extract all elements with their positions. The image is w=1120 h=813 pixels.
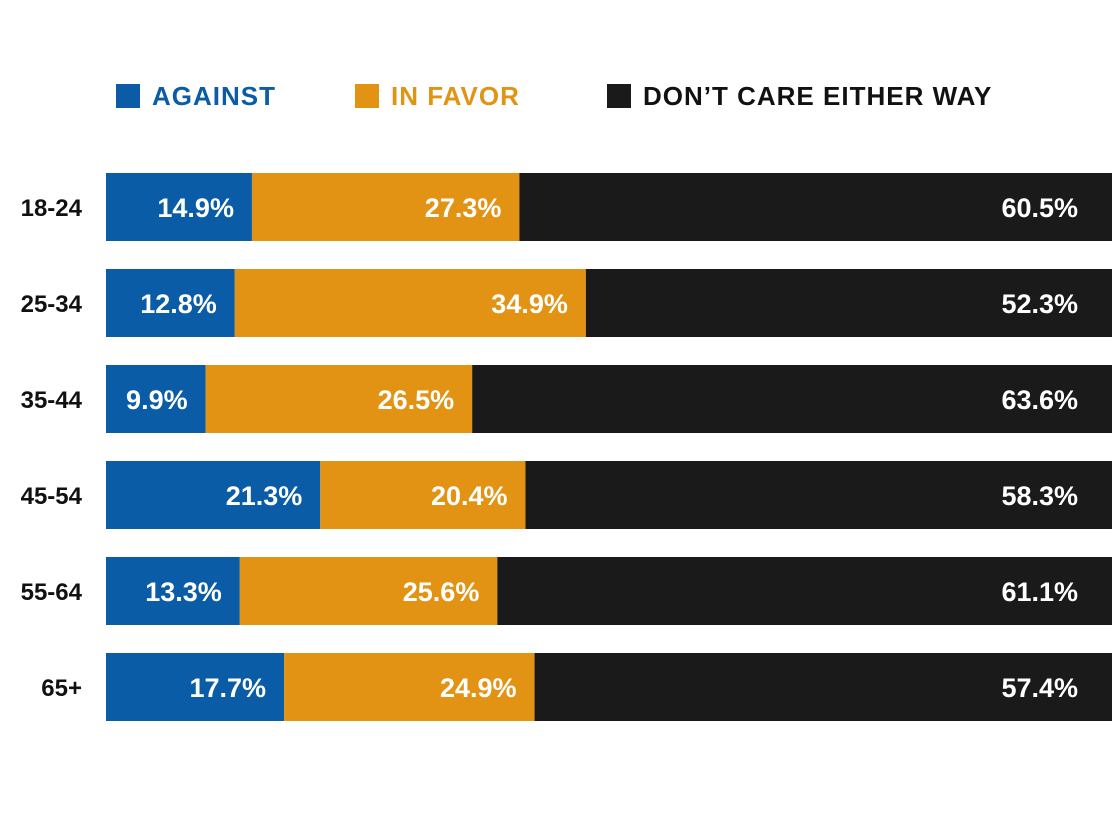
- plot-area: 14.9% 27.3% 60.5% 12.8% 34.9% 52.3% 9.9% 26.5% 6…: [106, 173, 1113, 721]
- value-label-don-t-care-either-way-65: 57.4%: [1001, 673, 1078, 703]
- value-label-against-25-34: 12.8%: [140, 289, 217, 319]
- value-label-don-t-care-either-way-35-44: 63.6%: [1001, 385, 1078, 415]
- legend-item-against: AGAINST: [116, 81, 276, 111]
- legend-item-in-favor: IN FAVOR: [355, 81, 520, 111]
- value-label-against-65: 17.7%: [189, 673, 266, 703]
- category-label-25-34: 25-34: [21, 291, 83, 318]
- bar-row-25-34: 12.8% 34.9% 52.3%: [106, 269, 1112, 337]
- legend-swatch-don-t-care-either-way: [607, 84, 631, 108]
- legend-label-in-favor: IN FAVOR: [391, 81, 520, 111]
- category-label-55-64: 55-64: [21, 579, 83, 606]
- category-label-65: 65+: [41, 675, 82, 702]
- bar-row-55-64: 13.3% 25.6% 61.1%: [106, 557, 1113, 625]
- bar-segment-don-t-care-either-way-35-44: [472, 365, 1113, 433]
- value-label-against-18-24: 14.9%: [157, 193, 234, 223]
- value-label-against-45-54: 21.3%: [226, 481, 303, 511]
- value-label-against-35-44: 9.9%: [126, 385, 188, 415]
- bar-segment-in-favor-18-24: [251, 173, 520, 241]
- bar-segment-against-45-54: [106, 461, 321, 529]
- bar-row-18-24: 14.9% 27.3% 60.5%: [106, 173, 1112, 241]
- bar-segment-don-t-care-either-way-55-64: [497, 557, 1113, 625]
- bar-row-35-44: 9.9% 26.5% 63.6%: [106, 365, 1113, 433]
- value-label-in-favor-45-54: 20.4%: [431, 481, 508, 511]
- bar-segment-don-t-care-either-way-25-34: [585, 269, 1112, 337]
- bar-segment-don-t-care-either-way-65: [534, 653, 1112, 721]
- legend: AGAINST IN FAVOR DON’T CARE EITHER WAY: [116, 81, 992, 111]
- bar-segment-against-35-44: [106, 365, 206, 433]
- legend-label-against: AGAINST: [152, 81, 276, 111]
- category-axis: 18-24 25-34 35-44 45-54 55-64 65+: [21, 195, 83, 702]
- legend-swatch-in-favor: [355, 84, 379, 108]
- value-label-don-t-care-either-way-45-54: 58.3%: [1001, 481, 1078, 511]
- bar-segment-in-favor-65: [284, 653, 535, 721]
- bar-segment-against-18-24: [106, 173, 252, 241]
- legend-label-don-t-care-either-way: DON’T CARE EITHER WAY: [643, 81, 992, 111]
- value-label-in-favor-35-44: 26.5%: [378, 385, 455, 415]
- bar-segment-against-55-64: [106, 557, 240, 625]
- category-label-18-24: 18-24: [21, 195, 83, 222]
- bar-segment-in-favor-55-64: [239, 557, 498, 625]
- category-label-35-44: 35-44: [21, 387, 83, 414]
- legend-item-don-t-care-either-way: DON’T CARE EITHER WAY: [607, 81, 992, 111]
- legend-swatch-against: [116, 84, 140, 108]
- bar-row-45-54: 21.3% 20.4% 58.3%: [106, 461, 1112, 529]
- value-label-don-t-care-either-way-18-24: 60.5%: [1001, 193, 1078, 223]
- bar-segment-don-t-care-either-way-18-24: [519, 173, 1112, 241]
- value-label-in-favor-65: 24.9%: [440, 673, 517, 703]
- bar-segment-don-t-care-either-way-45-54: [525, 461, 1112, 529]
- value-label-don-t-care-either-way-55-64: 61.1%: [1001, 577, 1078, 607]
- value-label-against-55-64: 13.3%: [145, 577, 222, 607]
- value-label-in-favor-25-34: 34.9%: [491, 289, 568, 319]
- bar-segment-against-25-34: [106, 269, 235, 337]
- bar-row-65: 17.7% 24.9% 57.4%: [106, 653, 1112, 721]
- value-label-in-favor-18-24: 27.3%: [425, 193, 502, 223]
- bar-segment-against-65: [106, 653, 285, 721]
- value-label-don-t-care-either-way-25-34: 52.3%: [1001, 289, 1078, 319]
- category-label-45-54: 45-54: [21, 483, 83, 510]
- bar-segment-in-favor-45-54: [320, 461, 526, 529]
- bar-segment-in-favor-25-34: [234, 269, 586, 337]
- value-label-in-favor-55-64: 25.6%: [403, 577, 480, 607]
- bar-segment-in-favor-35-44: [205, 365, 473, 433]
